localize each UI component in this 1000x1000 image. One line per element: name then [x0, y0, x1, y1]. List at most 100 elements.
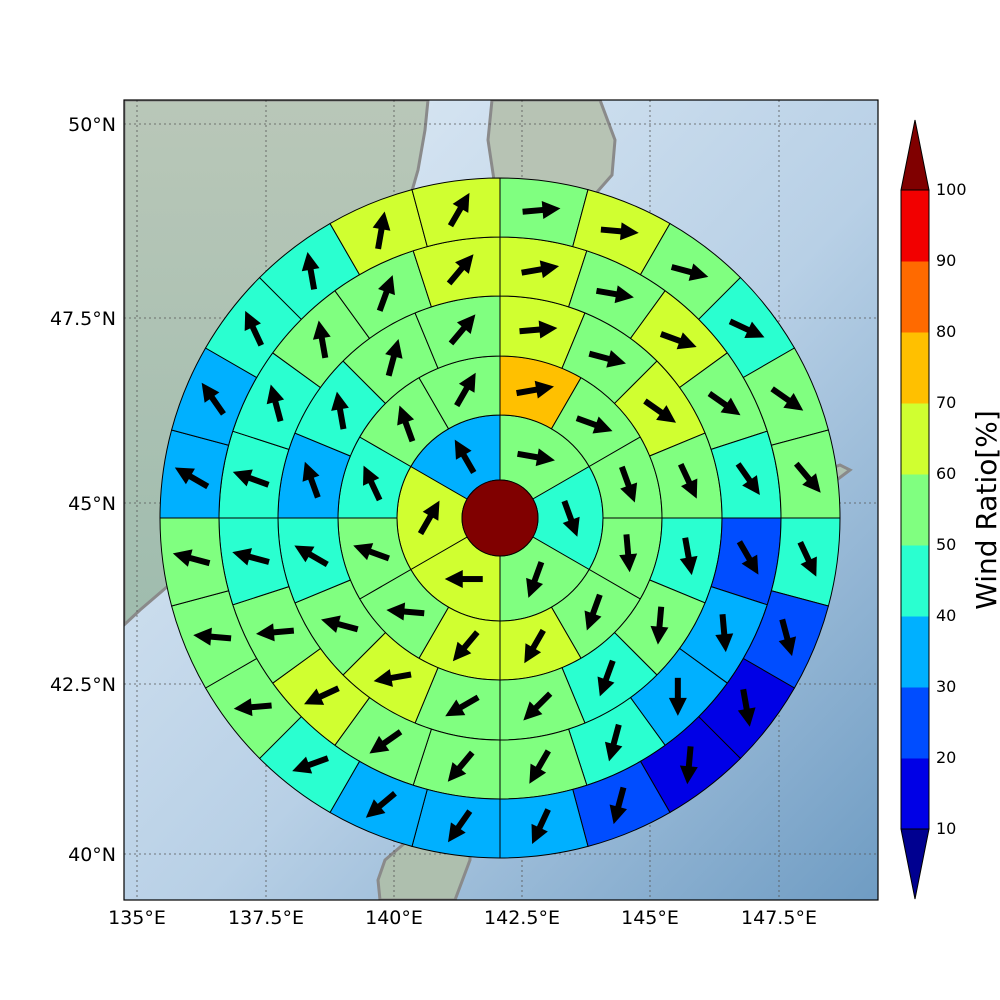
- wind-arrow-head: [741, 554, 759, 575]
- wind-arrow-head: [386, 602, 406, 621]
- wind-arrow: [452, 630, 480, 662]
- wind-arrow-shaft: [770, 386, 792, 404]
- wind-arrow-shaft: [589, 593, 603, 617]
- ytick-label: 45°N: [68, 493, 116, 515]
- wind-arrow: [735, 462, 760, 496]
- wind-arrow-shaft: [318, 335, 329, 359]
- wind-arrow: [529, 749, 551, 784]
- wind-arrow-shaft: [600, 226, 624, 235]
- wind-arrow-head: [539, 260, 560, 279]
- wind-arrow-head: [656, 405, 677, 423]
- wind-sectors: [159, 177, 841, 859]
- wind-arrow-head: [742, 475, 760, 496]
- wind-arrow-head: [172, 549, 193, 567]
- wind-arrow-head: [715, 633, 734, 653]
- wind-arrow: [266, 384, 285, 422]
- wind-arrow-shaft: [306, 755, 329, 769]
- wind-arrow-shaft: [447, 205, 465, 228]
- wind-arrow-shaft: [454, 385, 471, 408]
- wind-arrow-head: [584, 610, 602, 631]
- wind-arrow: [233, 698, 272, 717]
- wind-arrow-shaft: [561, 500, 575, 523]
- wind-arrow: [524, 628, 546, 664]
- wind-sector: [411, 788, 501, 859]
- wind-arrow-shaft: [797, 540, 813, 564]
- wind-arrow-head: [744, 321, 765, 338]
- wind-arrow-shaft: [719, 613, 728, 637]
- wind-arrow: [737, 688, 756, 727]
- wind-arrow-shaft: [677, 462, 693, 486]
- colorbar-segment: [901, 687, 929, 759]
- wind-arrow-shaft: [529, 628, 546, 651]
- colorbar-tick-label: 100: [936, 180, 967, 199]
- wind-arrow: [448, 809, 473, 843]
- wind-arrow-head: [385, 339, 403, 359]
- colorbar-tick-label: 70: [936, 393, 956, 412]
- wind-arrow-shaft: [208, 394, 226, 416]
- wind-arrow: [312, 320, 331, 359]
- wind-arrow: [770, 386, 804, 411]
- wind-arrow: [604, 723, 623, 762]
- wind-arrow-head: [193, 627, 212, 646]
- wind-arrow: [778, 618, 797, 657]
- wind-arrow-shaft: [380, 729, 403, 747]
- wind-arrow-head: [778, 636, 797, 657]
- wind-arrow-shaft: [376, 790, 397, 810]
- wind-arrow: [376, 275, 395, 312]
- wind-arrow-head: [737, 707, 756, 727]
- wind-arrow-head: [668, 697, 687, 716]
- wind-arrow-shaft: [682, 537, 692, 560]
- wind-arrow: [677, 462, 698, 499]
- colorbar-label: Wind Ratio[%]: [970, 410, 1000, 610]
- wind-arrow-head: [679, 765, 698, 785]
- wind-arrow-shaft: [674, 677, 681, 700]
- wind-arrow: [668, 677, 687, 716]
- wind-arrow: [331, 391, 349, 430]
- wind-arrow-head: [369, 735, 390, 754]
- center-disk: [461, 479, 539, 557]
- wind-arrow-head: [233, 698, 253, 717]
- wind-arrow-shaft: [187, 472, 210, 490]
- wind-arrow-shaft: [385, 353, 398, 377]
- wind-arrow-head: [321, 615, 341, 633]
- wind-arrow: [446, 254, 474, 286]
- wind-arrow-head: [535, 448, 555, 467]
- ytick-label: 42.5°N: [50, 674, 116, 696]
- wind-arrow: [619, 534, 638, 573]
- wind-sector: [159, 429, 230, 519]
- wind-arrow: [386, 602, 425, 621]
- wind-arrow-shaft: [460, 630, 480, 651]
- colorbar-segment: [901, 545, 929, 617]
- ytick-label: 40°N: [68, 844, 116, 866]
- wind-arrow-head: [201, 382, 220, 403]
- wind-arrow-shaft: [335, 620, 359, 633]
- wind-arrow-head: [523, 701, 543, 721]
- wind-arrow: [517, 448, 555, 467]
- wind-arrow: [417, 500, 440, 536]
- wind-arrow: [397, 405, 416, 443]
- wind-arrow-shaft: [588, 350, 612, 363]
- colorbar-tick-label: 10: [936, 819, 956, 838]
- colorbar-segment: [901, 403, 929, 475]
- wind-arrow: [531, 808, 551, 844]
- wind-arrow: [728, 318, 765, 338]
- wind-arrow: [353, 543, 390, 562]
- wind-arrow-shaft: [685, 746, 694, 769]
- wind-arrow-head: [609, 804, 627, 825]
- wind-arrow-shaft: [367, 548, 390, 562]
- wind-arrow-head: [688, 263, 709, 281]
- wind-arrow-head: [444, 570, 463, 589]
- wind-arrow: [584, 593, 603, 631]
- colorbar-segment: [901, 474, 929, 546]
- wind-arrow: [526, 561, 545, 598]
- wind-arrow-head: [529, 763, 547, 784]
- colorbar-tick-label: 90: [936, 251, 956, 270]
- colorbar-segments: [901, 190, 929, 830]
- wind-arrow: [444, 570, 483, 589]
- wind-arrow-shaft: [376, 289, 391, 312]
- wind-arrow-head: [452, 641, 472, 662]
- wind-arrow-head: [232, 548, 252, 566]
- wind-arrow: [232, 548, 270, 566]
- wind-arrow-shaft: [707, 391, 730, 409]
- colorbar-frame: [900, 189, 930, 830]
